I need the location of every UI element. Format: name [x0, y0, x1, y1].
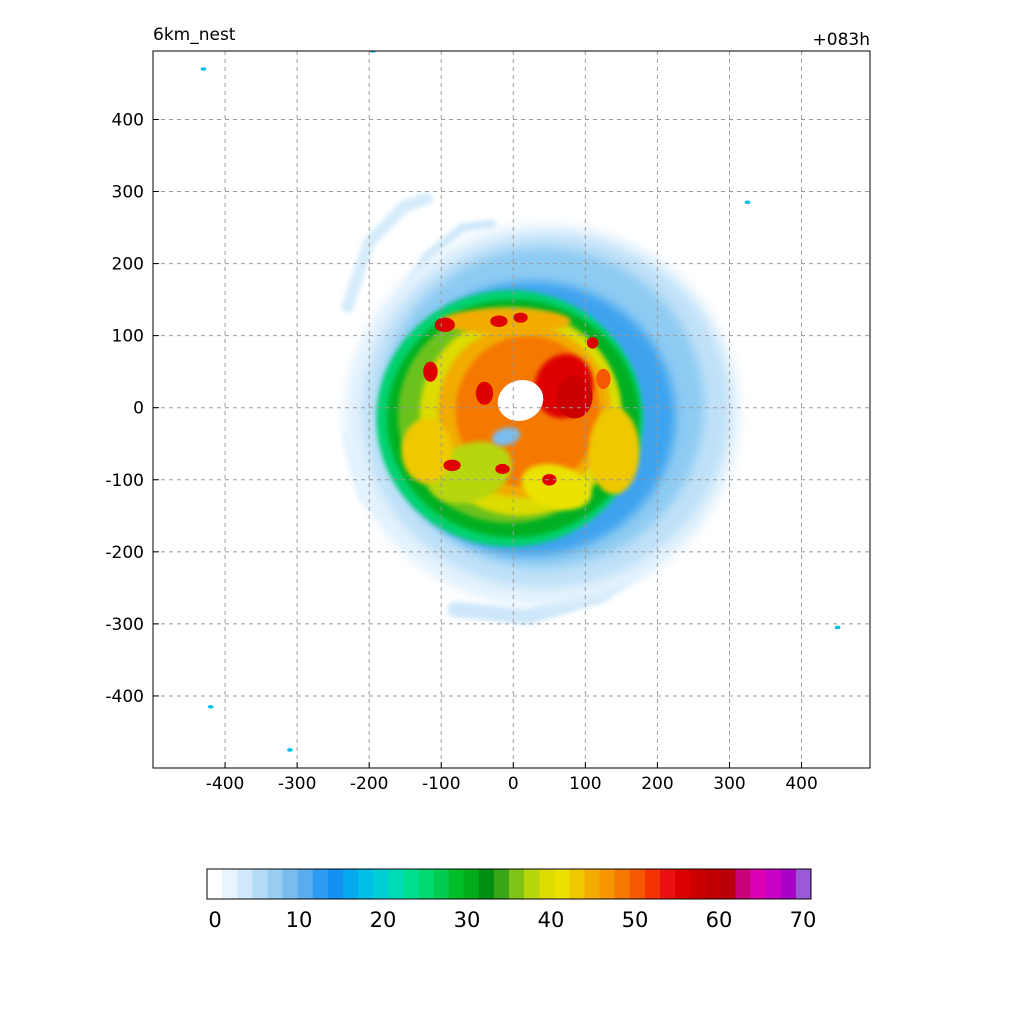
speck	[834, 625, 841, 630]
y-tick-label: -100	[105, 471, 144, 491]
colorbar-swatch	[493, 869, 510, 899]
colorbar-swatch	[795, 869, 812, 899]
colorbar-swatch	[539, 869, 555, 899]
chart-subtitle: +083h	[813, 30, 870, 50]
plot-frame	[152, 50, 871, 769]
cell-e	[596, 368, 611, 389]
colorbar-swatch	[297, 869, 314, 899]
x-tick-label: -300	[278, 774, 317, 794]
colorbar-swatch	[629, 869, 646, 899]
y-tick-label: 200	[112, 255, 144, 275]
colorbar-swatch	[358, 869, 374, 899]
colorbar-swatch	[750, 869, 767, 899]
colorbar-swatch	[554, 869, 570, 899]
colorbar-swatch	[780, 869, 797, 899]
y-tick-label: 300	[112, 183, 144, 203]
colorbar-frame	[206, 868, 812, 900]
x-tick-label: -400	[206, 774, 245, 794]
colorbar-swatch	[267, 869, 283, 899]
colorbar-swatch	[463, 869, 480, 899]
speck	[744, 200, 751, 205]
colorbar-swatch	[388, 869, 404, 899]
chart-title: 6km_nest	[153, 25, 236, 45]
colorbar-swatch	[312, 869, 329, 899]
storm-field	[200, 51, 841, 752]
colorbar-swatch	[373, 869, 389, 899]
band-e	[588, 407, 640, 495]
colorbar-swatch	[675, 869, 691, 899]
colorbar-swatch	[735, 869, 752, 899]
speck	[200, 67, 207, 71]
x-tick-label: 400	[785, 774, 817, 794]
colorbar-swatch	[690, 869, 706, 899]
x-tick-label: 200	[641, 774, 673, 794]
colorbar-swatch	[644, 869, 661, 899]
colorbar-tick-label: 20	[370, 908, 397, 932]
colorbar-tick-label: 0	[208, 908, 221, 932]
colorbar-swatch	[433, 869, 450, 899]
colorbar-tick-label: 60	[706, 908, 733, 932]
y-axis: 400 300 200 100 0 -100 -200 -300 -400	[105, 110, 159, 707]
colorbar-swatch	[222, 869, 238, 899]
colorbar-tick-label: 70	[790, 908, 817, 932]
colorbar-swatch	[448, 869, 465, 899]
y-tick-label: 400	[112, 110, 144, 130]
colorbar-swatch	[342, 869, 359, 899]
rainband-northwest	[341, 192, 433, 313]
colorbar-swatch	[237, 869, 253, 899]
y-tick-label: -400	[105, 687, 144, 707]
cell-n2	[513, 312, 528, 323]
y-tick-label: -300	[105, 615, 144, 635]
colorbar-swatch	[614, 869, 631, 899]
colorbar-swatch	[599, 869, 616, 899]
colorbar-swatch	[765, 869, 782, 899]
colorbar-swatch	[418, 869, 434, 899]
colorbar-swatch	[478, 869, 495, 899]
colorbar-swatch	[569, 869, 585, 899]
colorbar-tick-label: 40	[538, 908, 565, 932]
cell-ne	[586, 337, 599, 349]
band-s	[521, 464, 592, 510]
cell-s2	[542, 473, 557, 486]
y-tick-label: 100	[112, 327, 144, 347]
colorbar-swatch	[207, 869, 223, 899]
colorbar-swatch	[282, 869, 299, 899]
eyewall-core	[556, 375, 593, 419]
colorbar-swatch	[403, 869, 419, 899]
cell-s1	[495, 463, 510, 474]
eye	[497, 379, 544, 422]
x-tick-label: -100	[422, 774, 461, 794]
speck	[287, 748, 293, 752]
colorbar-tick-label: 30	[454, 908, 481, 932]
colorbar-swatch	[327, 869, 344, 899]
cell-nw	[434, 317, 455, 333]
x-tick-label: 100	[569, 774, 601, 794]
colorbar-swatch	[660, 869, 676, 899]
colorbar-swatch	[524, 869, 540, 899]
x-axis: -400 -300 -200 -100 0 100 200 300 400	[206, 762, 818, 794]
y-tick-label: 0	[133, 399, 144, 419]
x-tick-label: 300	[713, 774, 745, 794]
cell-sw1	[443, 459, 461, 472]
cell-inner-w	[475, 381, 494, 405]
x-tick-label: -200	[350, 774, 389, 794]
colorbar-swatch	[252, 869, 268, 899]
speck	[207, 704, 214, 709]
colorbar-swatch	[705, 869, 721, 899]
cell-w1	[423, 361, 438, 382]
colorbar-tick-label: 10	[286, 908, 313, 932]
colorbar: 0 10 20 30 40 50 60 70	[206, 868, 817, 932]
colorbar-swatch	[509, 869, 525, 899]
colorbar-swatch	[584, 869, 601, 899]
colorbar-swatch	[720, 869, 736, 899]
y-tick-label: -200	[105, 543, 144, 563]
moat-patch	[491, 427, 521, 446]
x-tick-label: 0	[508, 774, 519, 794]
band-w	[401, 418, 453, 484]
cell-n1	[490, 315, 508, 327]
colorbar-tick-label: 50	[622, 908, 649, 932]
